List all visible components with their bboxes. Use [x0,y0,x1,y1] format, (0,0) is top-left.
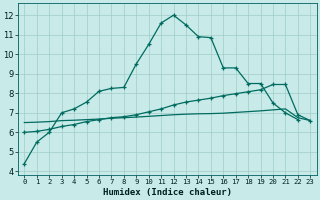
X-axis label: Humidex (Indice chaleur): Humidex (Indice chaleur) [103,188,232,197]
